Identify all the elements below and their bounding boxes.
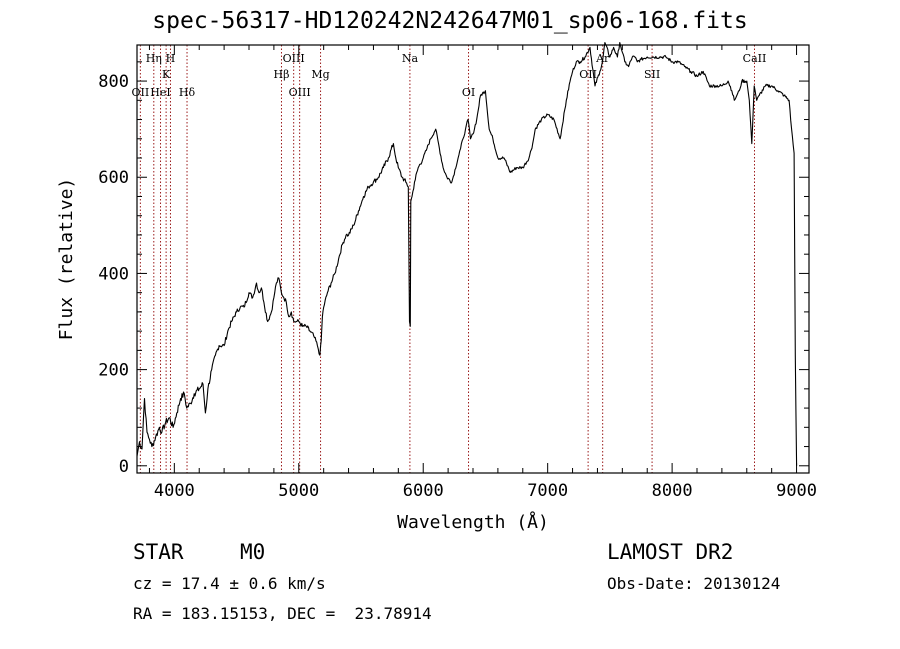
line-label-1: Hη (146, 52, 162, 65)
x-tick-label-5: 9000 (776, 481, 817, 501)
spectrum-line (136, 42, 798, 466)
line-label-12: OII (579, 68, 597, 81)
line-label-2: HeI (150, 86, 170, 99)
line-label-15: CaII (743, 52, 767, 65)
object-class: STAR (133, 540, 184, 564)
x-tick-label-1: 5000 (278, 481, 319, 501)
line-label-14: SII (644, 68, 660, 81)
line-label-8: OIII (289, 86, 311, 99)
x-axis-label: Wavelength (Å) (397, 511, 549, 533)
x-tick-label-0: 4000 (154, 481, 195, 501)
observation-date: Obs-Date: 20130124 (607, 574, 781, 593)
line-label-13: Ar (595, 52, 610, 65)
chart-title: spec-56317-HD120242N242647M01_sp06-168.f… (152, 8, 748, 34)
survey-name: LAMOST DR2 (607, 540, 734, 564)
line-label-4: H (166, 52, 176, 65)
plot-frame (136, 44, 810, 474)
y-axis-label: Flux (relative) (56, 178, 77, 341)
y-tick-label-2: 400 (98, 264, 129, 284)
line-label-5: Hδ (179, 86, 196, 99)
line-label-11: OI (462, 86, 475, 99)
x-tick-label-4: 8000 (652, 481, 693, 501)
redshift-cz: cz = 17.4 ± 0.6 km/s (133, 574, 326, 593)
x-tick-label-2: 6000 (403, 481, 444, 501)
spectrum-data (136, 42, 798, 466)
y-tick-label-1: 200 (98, 361, 129, 381)
ra-dec-coordinates: RA = 183.15153, DEC = 23.78914 (133, 604, 432, 623)
axis-ticks: 4000 5000 6000 7000 8000 9000 0 200 400 600 800 (98, 45, 817, 501)
y-tick-label-3: 600 (98, 168, 129, 188)
x-tick-label-3: 7000 (527, 481, 568, 501)
object-subclass: M0 (240, 540, 266, 564)
line-label-7: OIII (283, 52, 305, 65)
line-label-9: Mg (311, 68, 329, 81)
y-tick-label-4: 800 (98, 72, 129, 92)
line-label-0: OII (132, 86, 150, 99)
line-label-3: K (162, 68, 171, 81)
line-label-6: Hβ (274, 68, 290, 81)
spectral-line-markers (139, 45, 755, 473)
line-label-10: Na (402, 52, 419, 65)
y-tick-label-0: 0 (119, 457, 129, 477)
